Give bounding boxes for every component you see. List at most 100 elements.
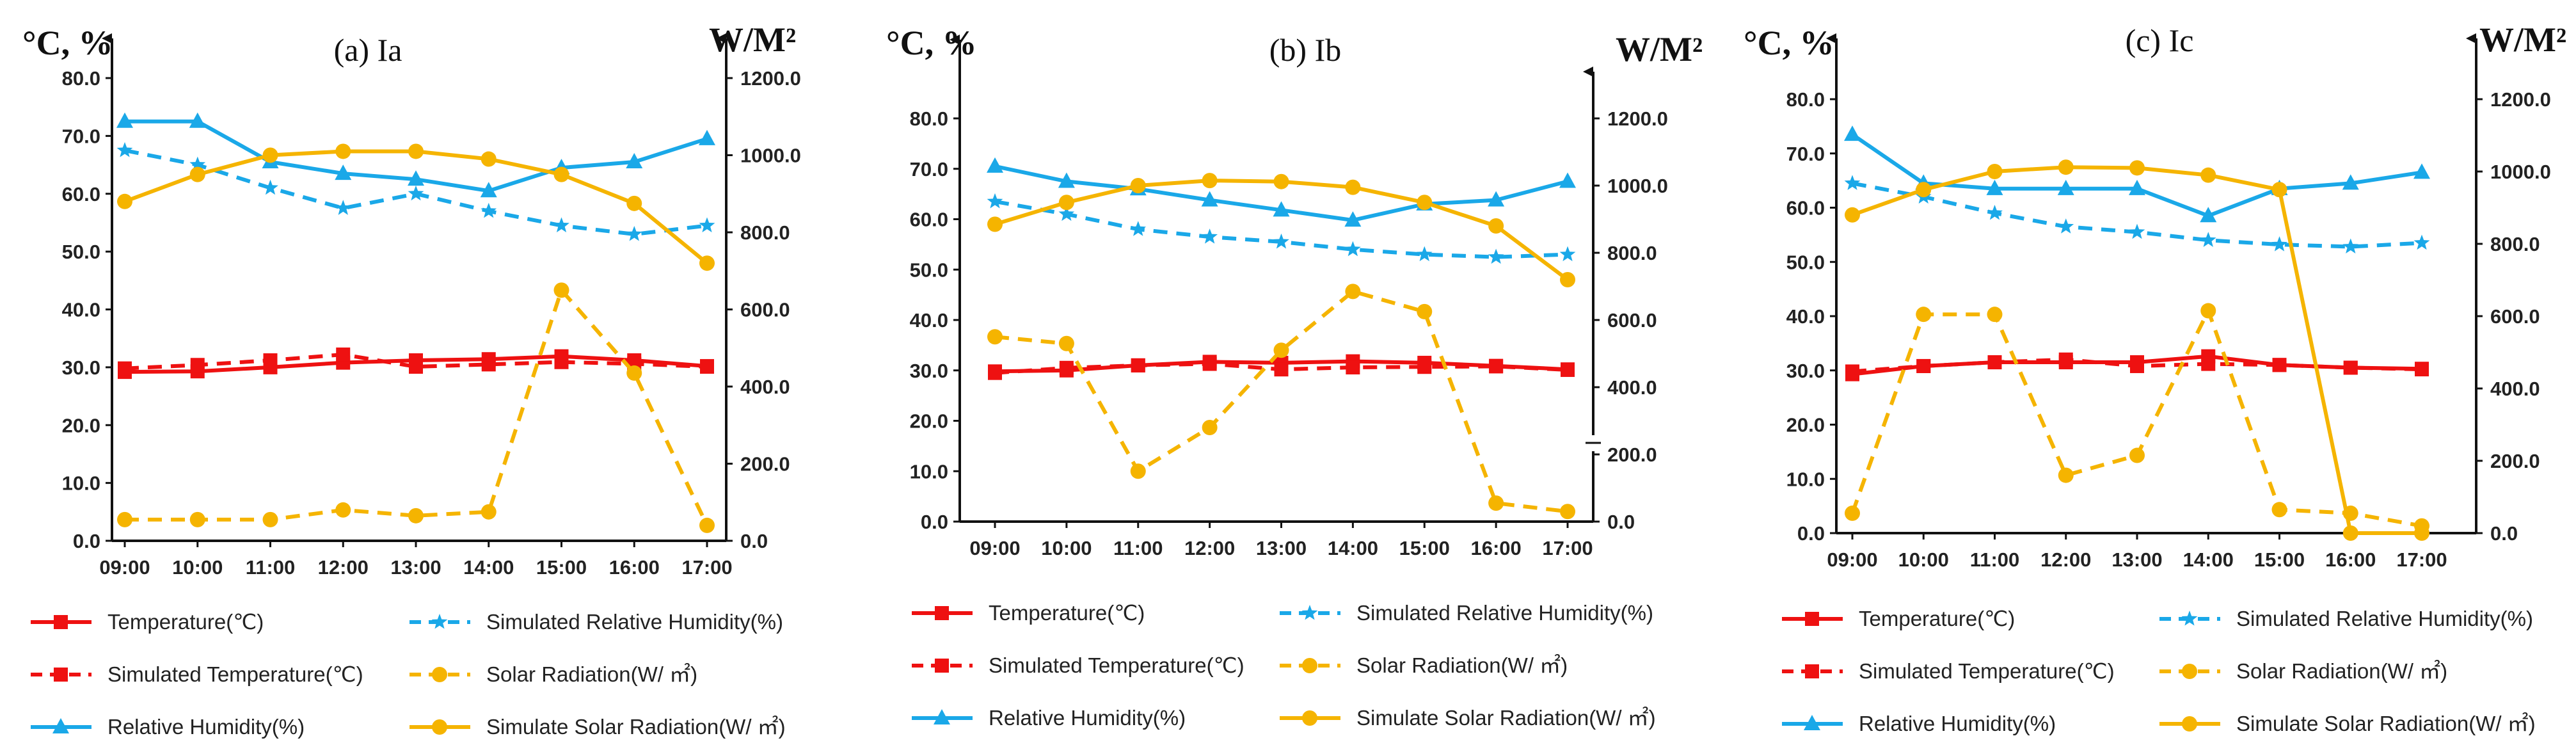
data-point: [1560, 272, 1575, 287]
legend-label: Simulate Solar Radiation(W/ ㎡): [486, 715, 786, 739]
data-point: [1561, 362, 1575, 377]
legend-label: Simulate Solar Radiation(W/ ㎡): [2236, 712, 2536, 735]
data-point: [2058, 218, 2074, 234]
data-point: [2343, 360, 2358, 375]
data-point: [1845, 505, 1860, 521]
left-tick-label: 30.0: [1786, 360, 1825, 382]
data-point: [987, 216, 1003, 232]
legend-item: Solar Radiation(W/ ㎡): [2159, 659, 2447, 683]
legend-item: Simulate Solar Radiation(W/ ㎡): [409, 715, 786, 739]
data-point: [118, 361, 132, 376]
data-point: [1202, 420, 1218, 435]
series-line: [124, 353, 708, 371]
data-point: [699, 255, 715, 271]
data-point: [262, 147, 278, 163]
right-tick-label: 600.0: [2490, 305, 2540, 328]
data-point: [699, 517, 715, 533]
left-tick-label: 20.0: [910, 410, 948, 433]
legend-swatch-marker: [2182, 716, 2197, 732]
data-point: [189, 166, 205, 182]
data-point: [1274, 362, 1289, 377]
legend-swatch-marker: [1804, 715, 1820, 730]
series-line: [994, 179, 1569, 282]
left-tick-label: 30.0: [910, 360, 948, 382]
chart-panel-2: (b) Ib °C, % W/M² 0.0 10.0 20.0 30.0 40.0 50.0 60…: [886, 24, 1703, 730]
legend-item: Solar Radiation(W/ ㎡): [1280, 653, 1568, 677]
x-tick-label: 11:00: [1970, 548, 2020, 571]
data-point: [408, 170, 424, 186]
data-point: [1916, 358, 1931, 373]
series-simulate-solar-radiation-w: [1845, 159, 2429, 541]
data-point: [262, 179, 278, 195]
data-point: [626, 365, 642, 381]
left-tick-label: 20.0: [62, 414, 100, 436]
legend-label: Relative Humidity(%): [1859, 712, 2056, 735]
legend-item: Simulated Temperature(℃): [1782, 659, 2115, 683]
data-point: [1416, 246, 1433, 262]
x-tick-label: 11:00: [246, 556, 296, 579]
data-point: [1202, 228, 1218, 244]
x-tick-label: 17:00: [681, 556, 732, 579]
series-simulated-relative-humidity: [116, 142, 715, 241]
right-tick-label: 0.0: [1607, 511, 1635, 533]
x-tick-label: 16:00: [1470, 537, 1521, 559]
data-point: [117, 511, 132, 527]
left-tick-label: 10.0: [62, 472, 100, 495]
legend-item: Simulated Temperature(℃): [31, 662, 363, 686]
legend-item: Temperature(℃): [912, 601, 1145, 625]
right-tick-label: 1000.0: [1607, 175, 1668, 197]
x-tick-label: 12:00: [318, 556, 369, 579]
right-tick-label: 800.0: [2490, 233, 2540, 255]
data-point: [2200, 167, 2216, 183]
right-tick-label: 200.0: [740, 453, 790, 476]
data-point: [2058, 352, 2073, 367]
data-point: [336, 347, 351, 362]
legend-swatch-marker: [1302, 710, 1317, 726]
data-point: [2413, 163, 2430, 179]
legend-item: Simulated Relative Humidity(%): [1280, 601, 1653, 625]
data-point: [699, 129, 715, 145]
data-point: [409, 359, 423, 374]
data-point: [626, 195, 642, 211]
right-axis-unit-label: W/M²: [2479, 20, 2566, 59]
left-axis-unit-label: °C, %: [886, 24, 977, 62]
data-point: [1986, 179, 2003, 195]
right-tick-label: 1000.0: [2490, 161, 2551, 183]
left-tick-label: 30.0: [62, 356, 100, 379]
data-point: [1987, 164, 2003, 179]
left-tick-label: 0.0: [73, 530, 100, 552]
legend-label: Solar Radiation(W/ ㎡): [2236, 659, 2447, 683]
data-point: [1273, 201, 1290, 217]
data-point: [987, 329, 1003, 345]
left-tick-label: 40.0: [910, 309, 948, 332]
left-tick-label: 40.0: [1786, 305, 1825, 328]
data-point: [1844, 125, 1861, 141]
legend: Temperature(℃) Simulated Relative Humidit…: [912, 601, 1656, 730]
legend-item: Simulate Solar Radiation(W/ ㎡): [2159, 712, 2536, 735]
legend-item: Simulated Relative Humidity(%): [2159, 607, 2533, 630]
data-point: [2201, 356, 2216, 371]
legend-swatch-marker: [431, 614, 448, 629]
right-tick-label: 800.0: [740, 221, 790, 244]
left-tick-label: 70.0: [62, 125, 100, 147]
x-tick-label: 12:00: [2040, 548, 2091, 571]
legend-label: Solar Radiation(W/ ㎡): [1356, 653, 1568, 677]
data-point: [1417, 360, 1432, 374]
legend-item: Relative Humidity(%): [31, 715, 305, 739]
right-tick-label: 0.0: [740, 530, 768, 552]
data-point: [1916, 307, 1932, 323]
data-point: [189, 511, 205, 527]
legend-item: Relative Humidity(%): [1782, 712, 2056, 735]
legend-swatch-marker: [2182, 664, 2197, 679]
data-point: [1130, 221, 1147, 236]
data-point: [2129, 160, 2145, 176]
left-tick-label: 10.0: [910, 460, 948, 483]
legend-item: Temperature(℃): [31, 610, 264, 634]
data-point: [1130, 178, 1146, 193]
x-tick-label: 15:00: [2254, 548, 2305, 571]
chart-panel-3: (c) Ic °C, % W/M² 0.0 10.0 20.0 30.0 40.0 50.0 60…: [1744, 20, 2566, 735]
series-simulated-temperature: [118, 347, 714, 376]
x-tick-label: 12:00: [1184, 537, 1235, 559]
series-simulated-temperature: [1845, 352, 2429, 379]
series-solar-radiation-w: [987, 284, 1575, 520]
